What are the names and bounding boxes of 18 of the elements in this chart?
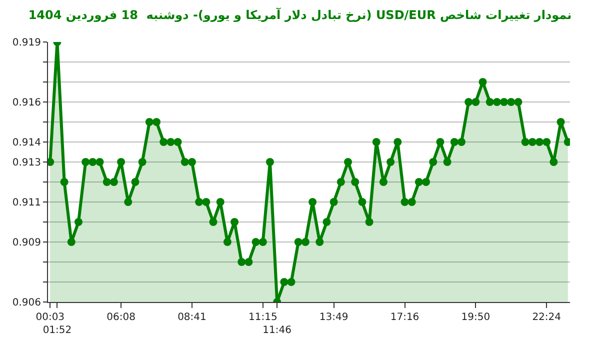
x-tick-label: 06:08 (106, 312, 136, 323)
x-tick-label: 22:24 (532, 312, 562, 323)
x-tick-label: 11:15 (248, 312, 278, 323)
x-tick-label: 01:52 (42, 325, 72, 336)
y-tick-label: 0.906 (12, 298, 41, 308)
x-tick-label: 19:50 (461, 312, 490, 323)
y-tick-label: 0.916 (12, 98, 41, 108)
x-tick-label: 17:16 (390, 312, 420, 323)
y-tick-label: 0.909 (12, 238, 41, 248)
chart-title: نمودار تغییرات شاخص USD/EUR (نرخ تبادل دلار آمریکا و یورو)- دوشنبه 18 فروردین 1404 (28, 6, 572, 22)
y-tick-label: 0.919 (12, 38, 41, 48)
y-tick-label: 0.914 (12, 138, 41, 148)
x-tick-label: 00:03 (36, 312, 65, 323)
x-tick-label: 11:46 (262, 325, 292, 336)
y-tick-label: 0.913 (12, 158, 41, 168)
x-tick-label: 13:49 (319, 312, 348, 323)
y-tick-label: 0.911 (12, 198, 41, 208)
x-tick-label: 08:41 (178, 312, 206, 323)
